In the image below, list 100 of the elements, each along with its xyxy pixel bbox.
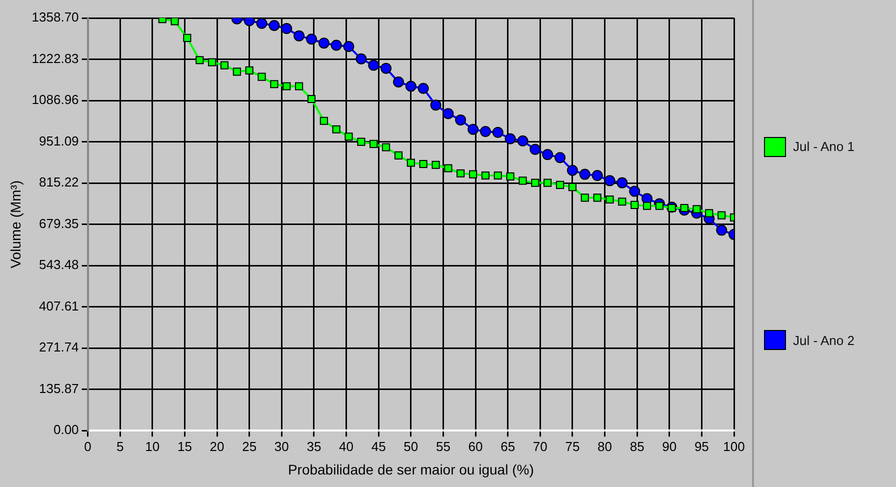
y-tick-label: 815.22 <box>39 174 79 190</box>
y-axis-title: Volume (Mm³) <box>7 180 24 268</box>
point <box>531 178 540 187</box>
y-tick-label: 407.61 <box>39 298 79 314</box>
point <box>517 135 528 146</box>
point <box>705 209 714 218</box>
point <box>256 18 268 29</box>
x-tick-label: 90 <box>662 438 677 454</box>
point <box>593 194 602 202</box>
x-tick-label: 80 <box>598 438 612 454</box>
y-tick-label: 135.87 <box>39 380 79 396</box>
point <box>357 138 366 146</box>
x-tick-label: 15 <box>177 438 192 454</box>
point <box>380 62 392 74</box>
point <box>592 170 603 182</box>
point <box>492 126 504 138</box>
point <box>294 30 305 42</box>
point <box>330 40 342 51</box>
y-tick-label: 543.48 <box>39 257 79 272</box>
x-tick-label: 85 <box>630 438 644 454</box>
x-tick-label: 60 <box>468 438 483 454</box>
point <box>480 126 491 137</box>
point <box>170 18 179 26</box>
point <box>455 114 466 126</box>
y-tick-label: 0.00 <box>53 422 79 438</box>
x-tick-label: 10 <box>145 438 160 454</box>
point <box>468 124 479 135</box>
y-tick-label: 951.09 <box>39 133 79 148</box>
point <box>494 171 502 180</box>
point <box>370 140 378 148</box>
point <box>530 144 541 155</box>
point <box>208 58 216 66</box>
point <box>544 178 552 187</box>
point <box>432 160 440 169</box>
point <box>504 133 516 144</box>
point <box>394 151 403 160</box>
x-tick-label: 5 <box>116 438 124 454</box>
point <box>430 100 442 111</box>
y-tick-label: 1086.96 <box>32 92 79 108</box>
point <box>604 175 616 186</box>
x-tick-label: 45 <box>371 438 386 454</box>
x-tick-label: 40 <box>339 438 354 454</box>
point <box>642 202 652 210</box>
point <box>692 205 701 214</box>
point <box>318 38 330 49</box>
point <box>456 169 465 178</box>
point <box>232 68 241 76</box>
point <box>444 164 452 172</box>
point <box>506 172 514 180</box>
point <box>406 158 415 167</box>
point <box>419 160 428 168</box>
legend-label: Jul - Ano 2 <box>793 332 854 348</box>
point <box>580 194 589 202</box>
point <box>405 80 416 92</box>
point <box>183 34 192 42</box>
point <box>282 82 291 90</box>
y-tick-label: 1358.70 <box>32 10 79 25</box>
x-tick-label: 100 <box>723 438 745 454</box>
point <box>332 125 340 134</box>
x-tick-label: 0 <box>84 438 92 454</box>
x-tick-label: 25 <box>242 438 257 454</box>
point <box>356 53 367 64</box>
x-tick-label: 65 <box>500 438 516 454</box>
x-axis-title: Probabilidade de ser maior ou igual (%) <box>288 461 534 478</box>
point <box>442 108 454 120</box>
point <box>618 198 626 206</box>
point <box>268 20 280 31</box>
point <box>245 66 254 74</box>
point <box>368 60 380 71</box>
point <box>392 76 404 88</box>
x-tick-label: 55 <box>436 438 450 454</box>
y-tick-label: 271.74 <box>39 340 79 355</box>
point <box>655 202 664 210</box>
x-tick-label: 30 <box>274 438 289 454</box>
point <box>716 224 728 236</box>
point <box>616 177 628 188</box>
x-tick-label: 95 <box>694 438 709 454</box>
point <box>343 40 354 52</box>
point <box>344 132 353 141</box>
point <box>270 80 278 88</box>
point <box>307 94 316 104</box>
point <box>320 116 328 125</box>
point <box>554 152 566 164</box>
point <box>680 204 688 212</box>
point <box>295 82 304 90</box>
x-tick-label: 70 <box>532 438 548 454</box>
point <box>718 211 726 220</box>
y-tick-label: 679.35 <box>39 216 79 231</box>
point <box>220 61 228 70</box>
point <box>630 200 639 210</box>
point <box>196 56 204 64</box>
point <box>629 186 640 197</box>
point <box>469 170 478 178</box>
point <box>382 143 390 152</box>
point <box>306 34 318 45</box>
point <box>481 171 490 180</box>
point <box>579 168 590 180</box>
point <box>606 195 614 204</box>
y-tick-label: 1222.83 <box>32 50 79 66</box>
x-tick-label: 75 <box>565 438 580 454</box>
